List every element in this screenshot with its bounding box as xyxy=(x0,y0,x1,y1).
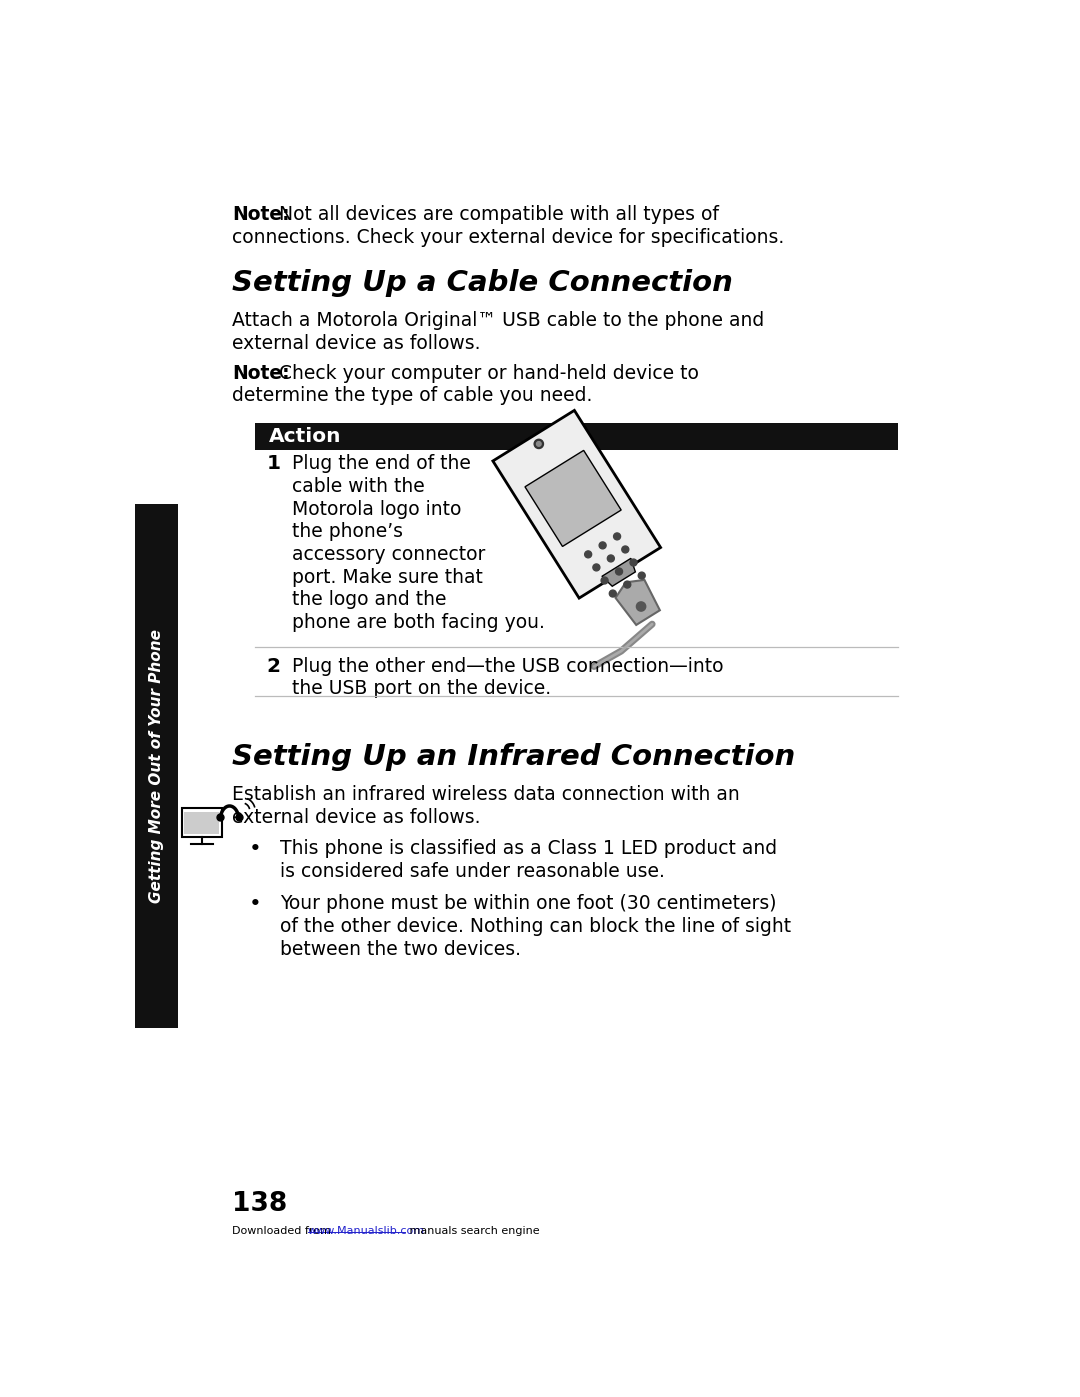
Circle shape xyxy=(624,581,631,588)
Bar xyxy=(135,504,177,1028)
Text: Note:: Note: xyxy=(232,363,289,383)
Circle shape xyxy=(636,602,646,610)
Text: •: • xyxy=(248,840,261,859)
Polygon shape xyxy=(616,580,660,624)
Circle shape xyxy=(630,559,637,566)
Text: Not all devices are compatible with all types of: Not all devices are compatible with all … xyxy=(273,205,719,225)
Polygon shape xyxy=(525,450,621,546)
Text: Plug the other end—the USB connection—into: Plug the other end—the USB connection—in… xyxy=(293,657,724,676)
Text: of the other device. Nothing can block the line of sight: of the other device. Nothing can block t… xyxy=(280,916,791,936)
Circle shape xyxy=(622,546,629,553)
Circle shape xyxy=(607,555,615,562)
Circle shape xyxy=(537,441,541,446)
Text: Check your computer or hand-held device to: Check your computer or hand-held device … xyxy=(273,363,699,383)
Text: the phone’s: the phone’s xyxy=(293,522,403,542)
Text: between the two devices.: between the two devices. xyxy=(280,940,521,958)
Text: Setting Up an Infrared Connection: Setting Up an Infrared Connection xyxy=(232,743,795,771)
Text: Downloaded from: Downloaded from xyxy=(232,1227,334,1236)
Text: determine the type of cable you need.: determine the type of cable you need. xyxy=(232,387,592,405)
Bar xyxy=(181,807,221,837)
Text: the logo and the: the logo and the xyxy=(293,591,447,609)
Text: accessory connector: accessory connector xyxy=(293,545,486,564)
Circle shape xyxy=(599,542,606,549)
Text: 2: 2 xyxy=(267,657,281,676)
Text: Note:: Note: xyxy=(232,205,289,225)
Text: Motorola logo into: Motorola logo into xyxy=(293,500,462,518)
Text: Your phone must be within one foot (30 centimeters): Your phone must be within one foot (30 c… xyxy=(280,894,777,914)
Circle shape xyxy=(616,569,622,576)
Text: 1: 1 xyxy=(267,454,281,474)
Text: phone are both facing you.: phone are both facing you. xyxy=(293,613,545,633)
Circle shape xyxy=(613,532,621,539)
Text: Establish an infrared wireless data connection with an: Establish an infrared wireless data conn… xyxy=(232,785,740,803)
Text: 138: 138 xyxy=(232,1192,287,1217)
Text: Setting Up a Cable Connection: Setting Up a Cable Connection xyxy=(232,270,732,298)
Text: connections. Check your external device for specifications.: connections. Check your external device … xyxy=(232,228,784,247)
Text: Attach a Motorola Original™ USB cable to the phone and: Attach a Motorola Original™ USB cable to… xyxy=(232,312,765,330)
Text: the USB port on the device.: the USB port on the device. xyxy=(293,679,552,698)
Text: Action: Action xyxy=(269,427,341,446)
Bar xyxy=(255,423,899,450)
Text: This phone is classified as a Class 1 LED product and: This phone is classified as a Class 1 LE… xyxy=(280,840,777,858)
Bar xyxy=(184,812,219,834)
Circle shape xyxy=(593,564,599,571)
Text: manuals search engine: manuals search engine xyxy=(406,1227,540,1236)
Text: port. Make sure that: port. Make sure that xyxy=(293,567,483,587)
Text: external device as follows.: external device as follows. xyxy=(232,334,481,353)
Text: Getting More Out of Your Phone: Getting More Out of Your Phone xyxy=(149,629,164,902)
Text: www.Manualslib.com: www.Manualslib.com xyxy=(308,1227,424,1236)
Circle shape xyxy=(638,573,645,578)
Circle shape xyxy=(584,550,592,557)
Polygon shape xyxy=(602,559,635,587)
Text: external device as follows.: external device as follows. xyxy=(232,807,481,827)
Circle shape xyxy=(535,439,543,448)
Text: Plug the end of the: Plug the end of the xyxy=(293,454,471,474)
Text: is considered safe under reasonable use.: is considered safe under reasonable use. xyxy=(280,862,665,882)
Text: cable with the: cable with the xyxy=(293,476,426,496)
Circle shape xyxy=(602,577,608,584)
Circle shape xyxy=(609,590,617,597)
Polygon shape xyxy=(492,411,661,598)
Text: •: • xyxy=(248,894,261,914)
